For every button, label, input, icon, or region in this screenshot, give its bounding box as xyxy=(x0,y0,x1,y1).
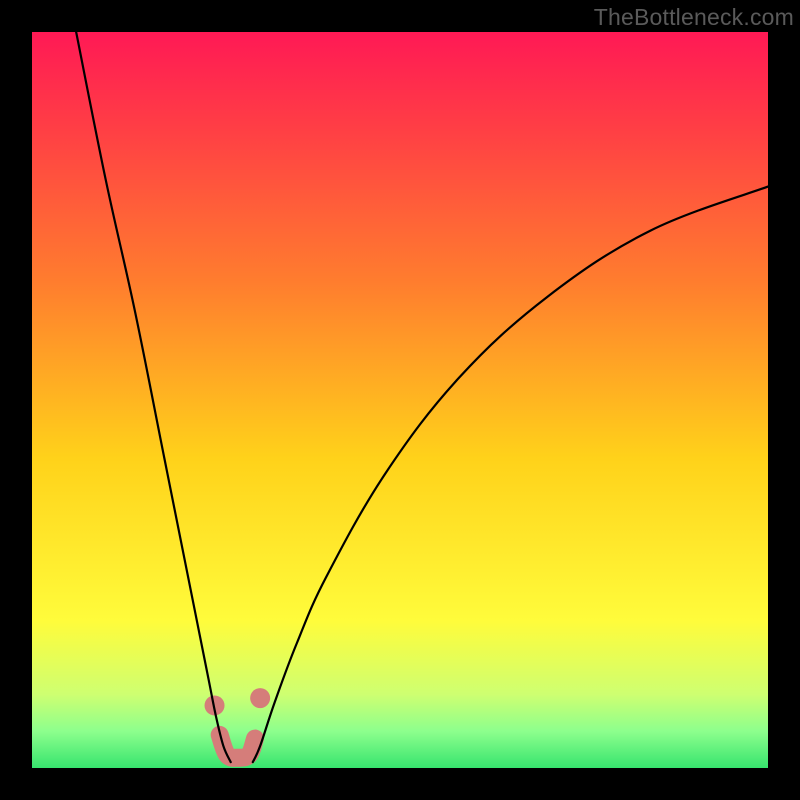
chart-container: TheBottleneck.com xyxy=(0,0,800,800)
bottleneck-curve-chart xyxy=(32,32,768,768)
watermark-text: TheBottleneck.com xyxy=(594,4,794,31)
plot-frame xyxy=(32,32,768,768)
plot-area xyxy=(32,32,768,768)
